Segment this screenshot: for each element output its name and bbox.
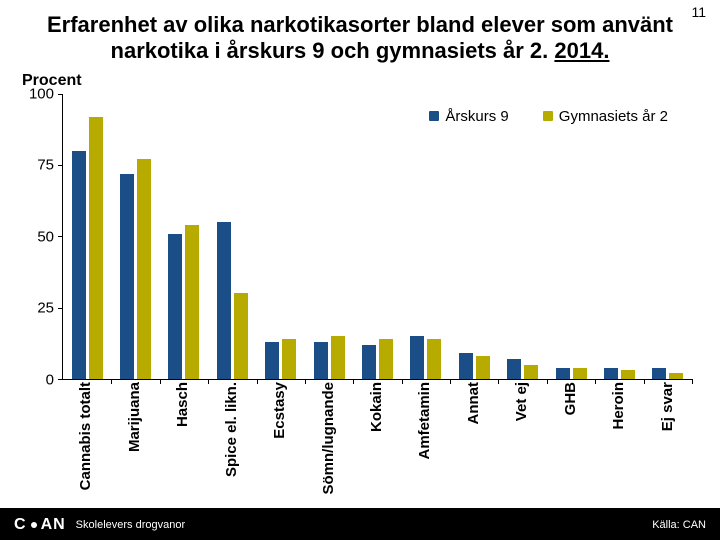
footer: C AN Skolelevers drogvanor Källa: CAN (0, 508, 720, 540)
bar-group (208, 94, 256, 379)
bar-series-2 (137, 159, 151, 378)
x-axis-label: Spice el. likn. (223, 382, 240, 477)
bar-series-1 (217, 222, 231, 379)
footer-subtitle: Skolelevers drogvanor (76, 519, 185, 531)
bar-series-2 (573, 368, 587, 379)
bar-series-2 (89, 117, 103, 379)
logo-dot-icon (31, 522, 37, 528)
bar-series-1 (362, 345, 376, 379)
y-tick-label: 100 (29, 85, 54, 102)
y-tick-label: 25 (37, 300, 54, 317)
y-tick-mark (58, 94, 63, 95)
bar-group (402, 94, 450, 379)
bar-series-1 (652, 368, 666, 379)
x-axis-label: Ej svar (659, 382, 676, 431)
y-axis-label: Procent (22, 72, 706, 90)
bar-series-1 (314, 342, 328, 379)
x-axis-label: Hasch (174, 382, 191, 427)
x-axis-label: Vet ej (514, 382, 531, 421)
bar-series-2 (185, 225, 199, 379)
x-axis-label: Heroin (610, 382, 627, 430)
bar-group (257, 94, 305, 379)
bar-series-2 (524, 365, 538, 379)
y-axis: 0255075100 (22, 94, 58, 380)
y-tick-mark (58, 379, 63, 380)
logo-letter-c: C (14, 516, 27, 534)
x-axis-label: Marijuana (126, 382, 143, 452)
chart: 0255075100 Årskurs 9 Gymnasiets år 2 (22, 94, 692, 380)
bar-series-1 (120, 174, 134, 379)
x-axis-labels: Cannabis totalt Marijuana Hasch Spice el. l… (62, 382, 692, 508)
x-axis-label: Sömn/lugnande (320, 382, 337, 495)
y-tick-mark (58, 308, 63, 309)
x-axis-label: Cannabis totalt (77, 382, 94, 490)
title-line-1: Erfarenhet av olika narkotikasorter blan… (47, 12, 673, 37)
slide-body: 11 Erfarenhet av olika narkotikasorter b… (0, 0, 720, 508)
bar-series-2 (331, 336, 345, 379)
y-tick-mark (58, 165, 63, 166)
y-tick-mark (58, 236, 63, 237)
logo: C AN (14, 516, 66, 534)
x-axis-label: Kokain (368, 382, 385, 432)
logo-letters-an: AN (41, 516, 66, 534)
x-axis-label: Annat (465, 382, 482, 425)
x-axis-label: Amfetamin (417, 382, 434, 460)
bar-group (305, 94, 353, 379)
bar-series-2 (621, 370, 635, 379)
bar-group (499, 94, 547, 379)
bar-series-1 (459, 353, 473, 379)
x-axis-label: GHB (562, 382, 579, 415)
bar-series-2 (379, 339, 393, 379)
y-tick-label: 0 (46, 371, 54, 388)
bar-groups (63, 94, 692, 379)
footer-left: C AN Skolelevers drogvanor (14, 516, 185, 534)
bar-group (63, 94, 111, 379)
bar-group (450, 94, 498, 379)
bar-series-1 (556, 368, 570, 379)
bar-series-1 (604, 368, 618, 379)
bar-series-1 (168, 234, 182, 379)
title-line-2a: narkotika i årskurs 9 och gymnasiets år … (111, 38, 555, 63)
slide: 11 Erfarenhet av olika narkotikasorter b… (0, 0, 720, 540)
bar-group (595, 94, 643, 379)
y-tick-label: 75 (37, 157, 54, 174)
bar-group (160, 94, 208, 379)
chart-title: Erfarenhet av olika narkotikasorter blan… (14, 6, 706, 68)
bar-group (644, 94, 692, 379)
bar-group (547, 94, 595, 379)
bar-group (111, 94, 159, 379)
x-axis-label: Ecstasy (271, 382, 288, 439)
plot-area: Årskurs 9 Gymnasiets år 2 (62, 94, 692, 380)
y-tick-label: 50 (37, 228, 54, 245)
bar-series-1 (72, 151, 86, 379)
title-line-2b: 2014. (554, 38, 609, 63)
page-number: 11 (691, 4, 706, 20)
bar-series-2 (476, 356, 490, 379)
x-tick-mark (692, 379, 693, 384)
bar-series-1 (265, 342, 279, 379)
bar-series-2 (669, 373, 683, 379)
bar-series-1 (507, 359, 521, 379)
bar-series-2 (234, 293, 248, 379)
bar-series-2 (427, 339, 441, 379)
footer-source: Källa: CAN (652, 519, 706, 531)
bar-series-2 (282, 339, 296, 379)
bar-series-1 (410, 336, 424, 379)
bar-group (353, 94, 401, 379)
